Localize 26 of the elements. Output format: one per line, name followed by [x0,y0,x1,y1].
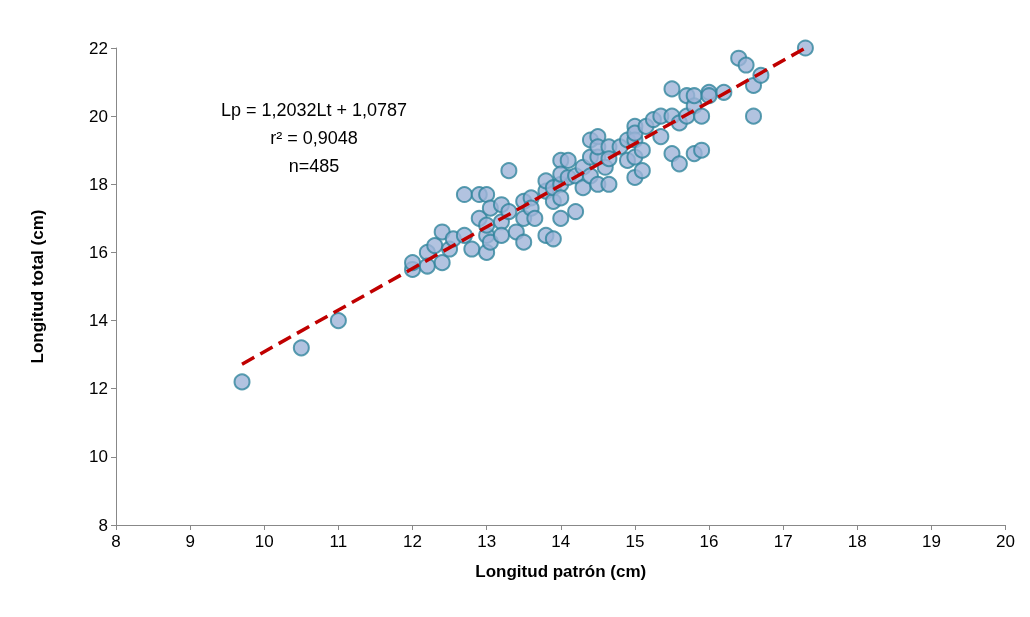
x-tick-label: 16 [699,532,719,551]
y-tick-label: 10 [89,447,108,467]
y-tick-label: 8 [98,515,108,535]
x-tick-label: 18 [847,532,867,551]
x-tick-label: 9 [185,532,195,551]
y-tick-label: 22 [89,38,108,58]
x-tick-label: 10 [254,532,274,551]
y-tick-label: 12 [89,379,108,399]
annotation: Lp = 1,2032Lt + 1,0787 [220,100,408,120]
x-axis-title: Longitud patrón (cm) [475,562,647,581]
x-tick-label: 17 [773,532,793,551]
y-tick-label: 18 [89,174,108,194]
annotation: n=485 [288,156,340,176]
x-tick-label: 19 [921,532,941,551]
y-axis-title: Longitud total (cm) [28,209,47,364]
x-tick-label: 20 [996,532,1016,551]
y-tick-label: 16 [89,242,108,262]
y-tick-label: 20 [89,106,108,126]
y-tick-label: 14 [89,311,108,331]
x-tick-label: 13 [477,532,497,551]
x-tick-label: 11 [329,532,348,551]
x-tick-label: 8 [111,532,121,551]
x-tick-label: 14 [551,532,571,551]
x-tick-label: 12 [403,532,422,551]
x-tick-label: 15 [625,532,645,551]
annotation: r² = 0,9048 [270,128,358,148]
